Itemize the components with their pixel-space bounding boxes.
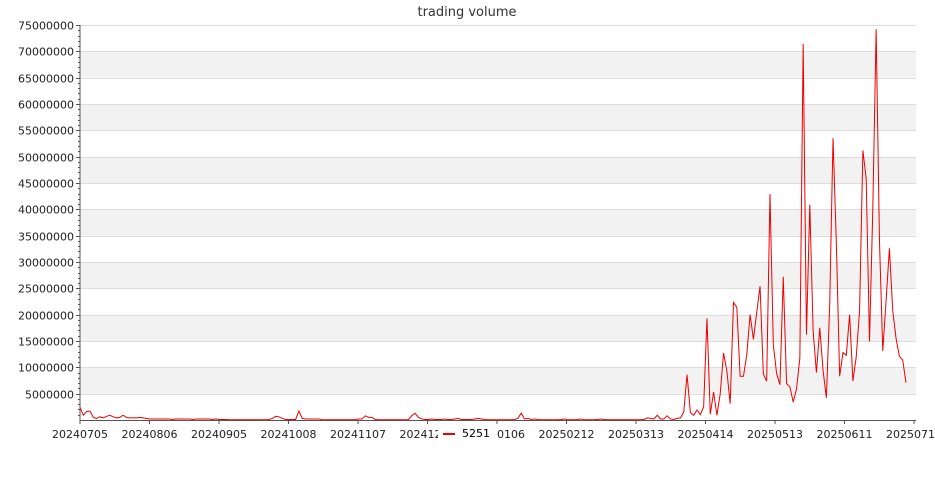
grid-band — [80, 104, 916, 131]
y-tick-label: 75000000 — [18, 20, 74, 33]
grid-bands — [80, 51, 916, 394]
legend-label: 5251 — [462, 427, 490, 440]
y-tick-label: 55000000 — [18, 125, 74, 138]
y-tick-label: 60000000 — [18, 99, 74, 112]
y-tick-label: 50000000 — [18, 152, 74, 165]
grid-band — [80, 262, 916, 289]
x-tick-label: 20250513 — [747, 428, 803, 441]
x-tick-label: 20250710 — [886, 428, 935, 441]
x-tick-label: 20250414 — [678, 428, 734, 441]
y-tick-label: 30000000 — [18, 257, 74, 270]
x-tick-label: 20250212 — [539, 428, 595, 441]
x-tick-label: 20250313 — [608, 428, 664, 441]
y-tick-label: 70000000 — [18, 46, 74, 59]
x-tick-label: 20240806 — [122, 428, 178, 441]
y-tick-label: 10000000 — [18, 362, 74, 375]
grid-band — [80, 51, 916, 78]
y-tick-label: 45000000 — [18, 178, 74, 191]
y-axis-ticks: 5000000 10000000 15000000 20000000 25000000 3… — [18, 20, 80, 416]
grid-band — [80, 156, 916, 183]
y-tick-label: 35000000 — [18, 231, 74, 244]
legend: 5251 — [438, 425, 496, 441]
y-tick-label: 65000000 — [18, 73, 74, 86]
legend-background — [438, 425, 496, 441]
y-tick-label: 15000000 — [18, 336, 74, 349]
x-tick-label: 20250611 — [817, 428, 873, 441]
x-tick-label: 20240705 — [52, 428, 108, 441]
y-tick-label: 20000000 — [18, 310, 74, 323]
y-tick-label: 5000000 — [25, 389, 74, 402]
y-tick-label: 25000000 — [18, 283, 74, 296]
series-group — [79, 29, 907, 421]
chart-title: trading volume — [417, 5, 516, 20]
grid-band — [80, 209, 916, 236]
series-line-5251 — [79, 29, 907, 421]
grid-band — [80, 314, 916, 341]
x-tick-label: 20241107 — [330, 428, 386, 441]
x-tick-label: 20240905 — [191, 428, 247, 441]
y-tick-label: 40000000 — [18, 204, 74, 217]
x-tick-label: 20241008 — [261, 428, 317, 441]
grid-lines — [80, 25, 916, 395]
